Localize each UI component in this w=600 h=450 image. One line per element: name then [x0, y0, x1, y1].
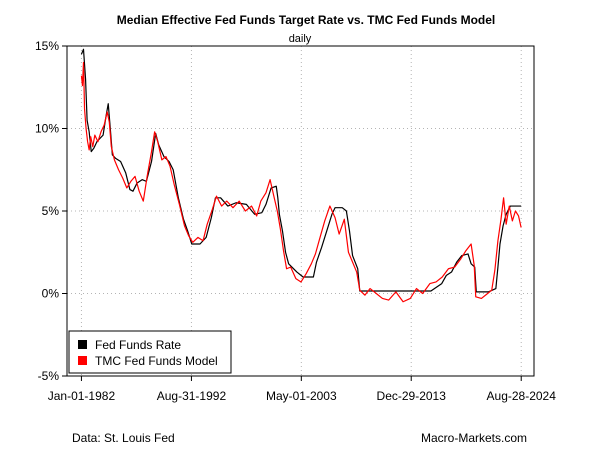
x-tick-label: Aug-28-2024 — [487, 389, 557, 403]
legend-label-tmc-model: TMC Fed Funds Model — [95, 354, 218, 368]
x-tick-label: Jan-01-1982 — [48, 389, 116, 403]
grid-lines — [67, 45, 534, 377]
x-tick-label: Dec-29-2013 — [377, 389, 447, 403]
legend-box — [68, 330, 232, 374]
legend-swatch-tmc-model — [78, 356, 87, 365]
axes: -5% 0% 5% 10% 15% Jan-01-1982 Aug-31-1992 May-0… — [35, 39, 556, 403]
legend-swatch-fed-funds-rate — [78, 340, 87, 349]
chart-subtitle: daily — [289, 33, 312, 45]
series-line-tmc-model — [80, 61, 522, 303]
data-source-note: Data: St. Louis Fed — [72, 431, 175, 445]
y-tick-label: 5% — [42, 204, 60, 218]
legend-label-fed-funds-rate: Fed Funds Rate — [95, 338, 181, 352]
y-tick-label: 15% — [35, 39, 59, 53]
y-tick-label: 0% — [42, 287, 60, 301]
y-tick-label: -5% — [38, 369, 60, 383]
brand-watermark: Macro-Markets.com — [421, 431, 527, 445]
chart-title: Median Effective Fed Funds Target Rate v… — [117, 13, 496, 27]
y-tick-label: 10% — [35, 122, 59, 136]
x-tick-label: Aug-31-1992 — [157, 389, 227, 403]
legend: Fed Funds Rate TMC Fed Funds Model — [68, 330, 232, 374]
series-lines — [80, 48, 522, 303]
series-line-fed-funds-rate — [80, 48, 522, 293]
x-tick-label: May-01-2003 — [266, 389, 337, 403]
